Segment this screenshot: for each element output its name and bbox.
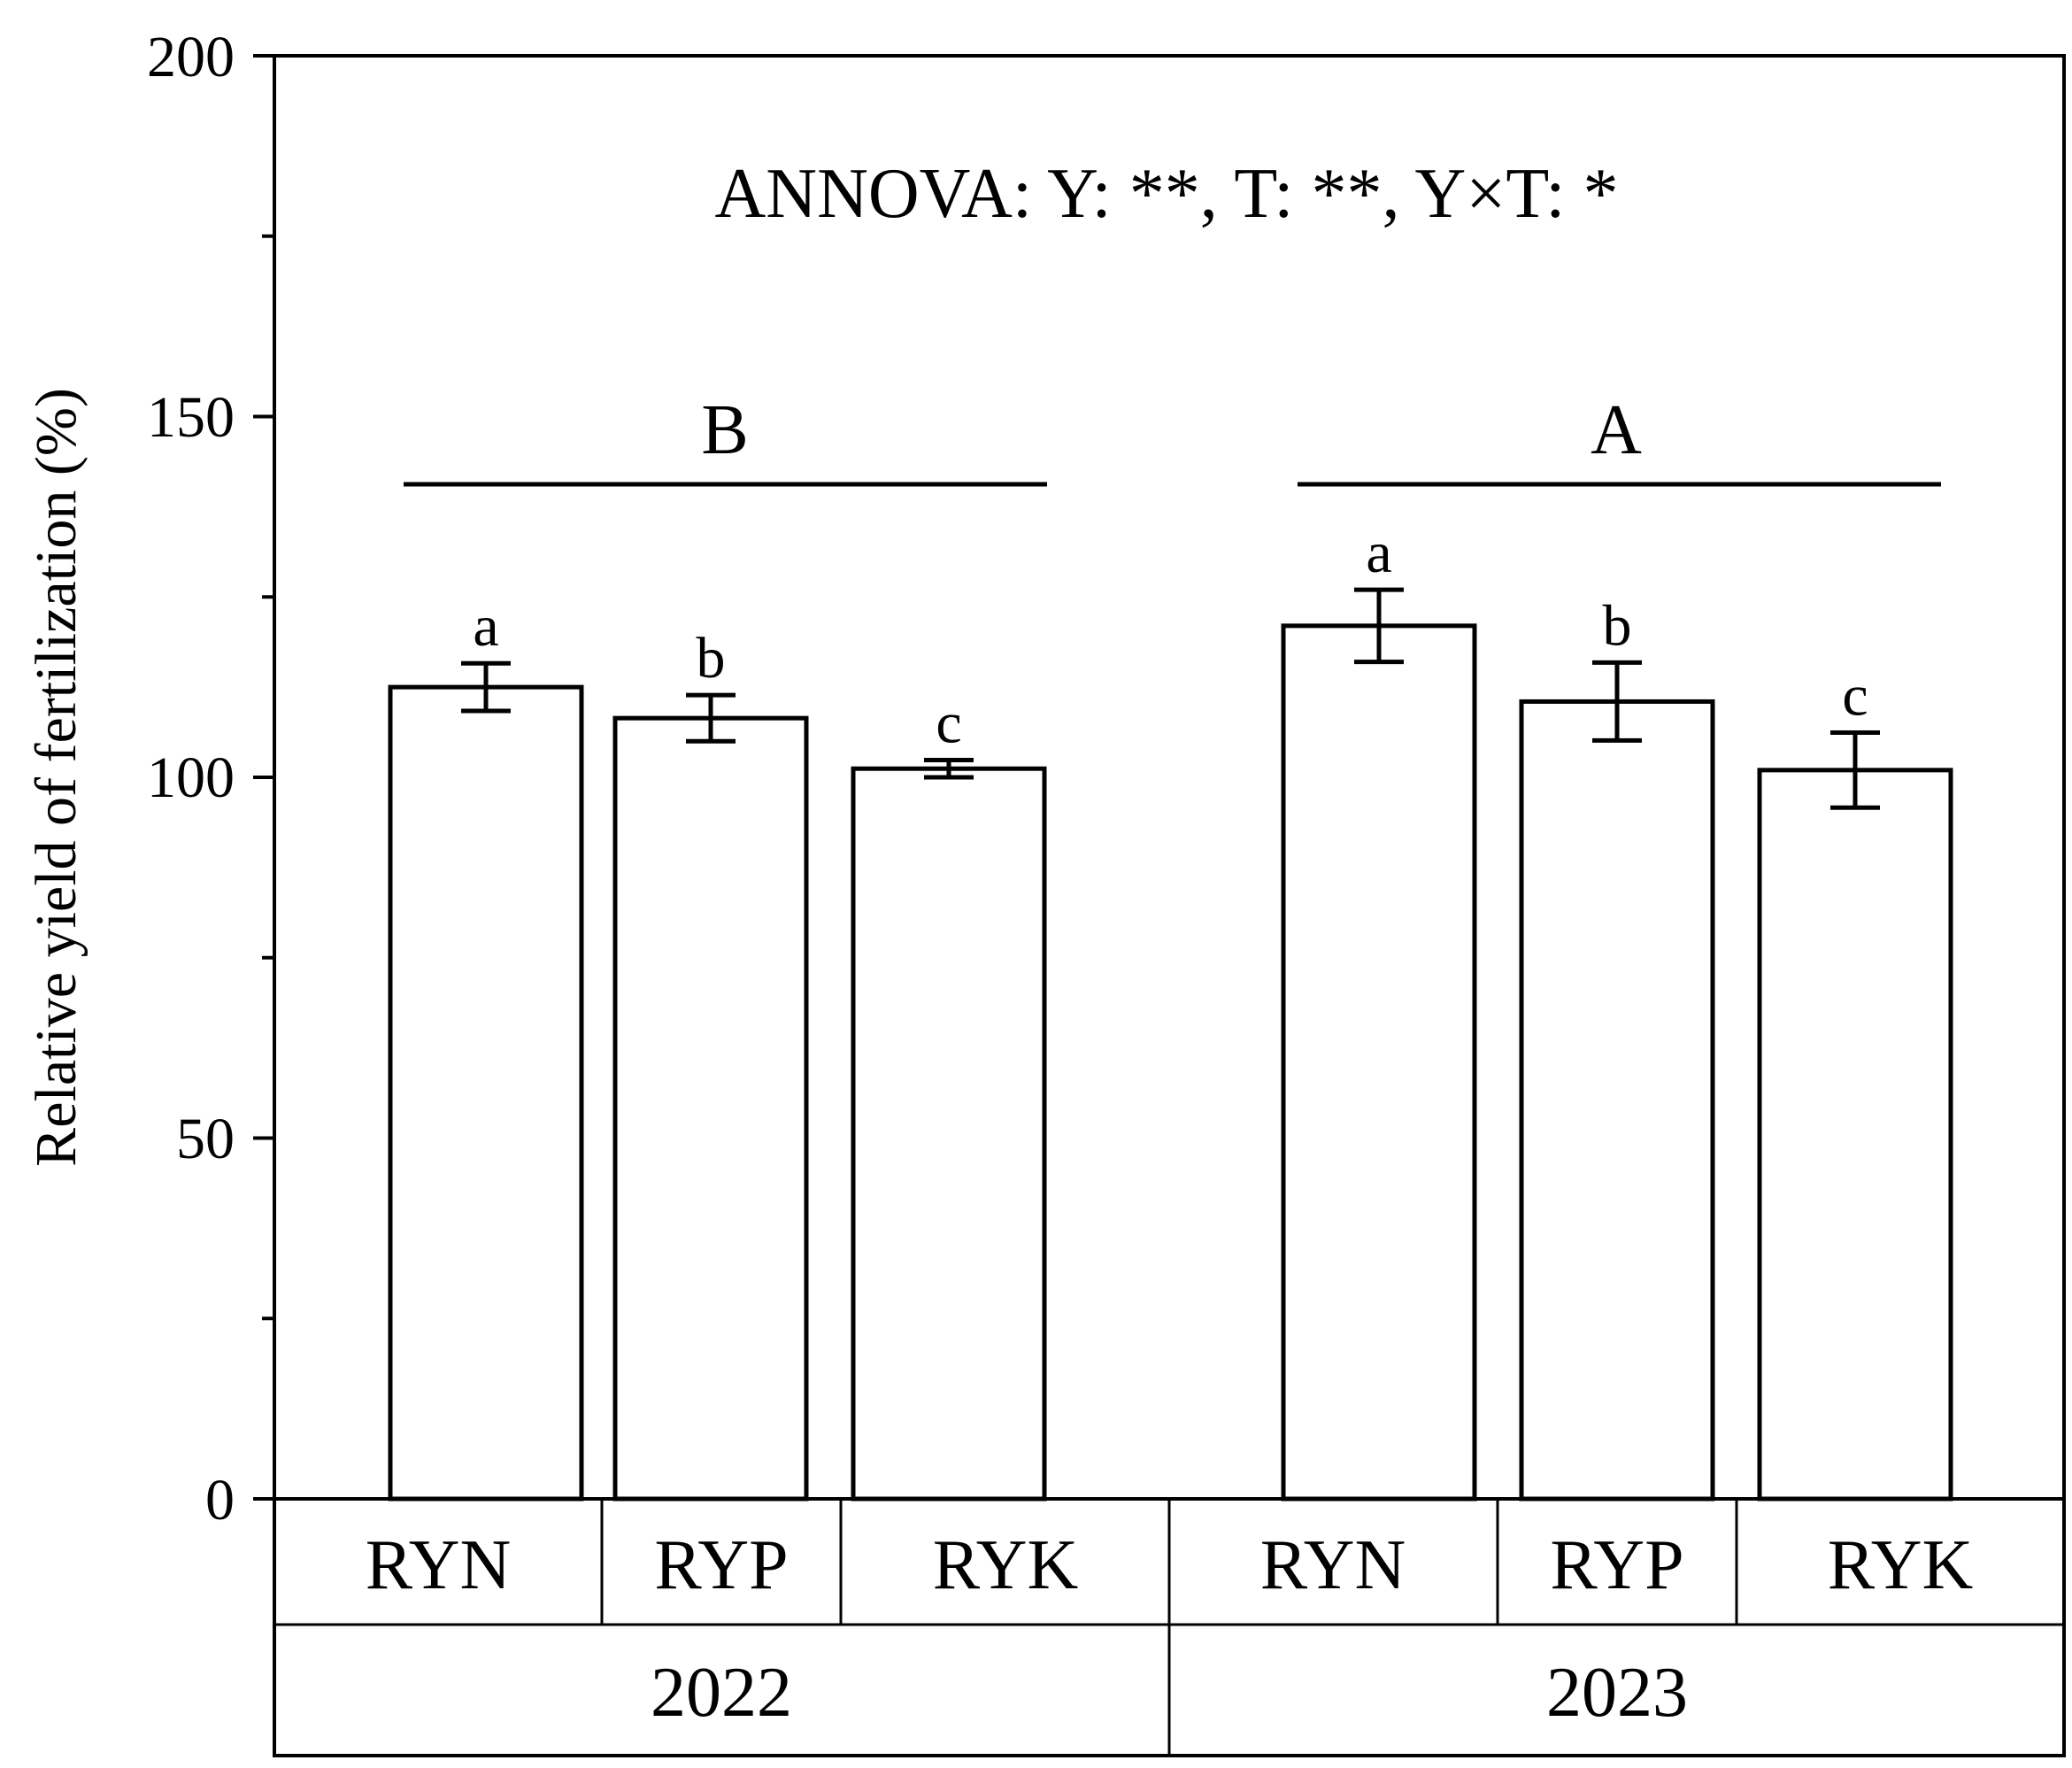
bar-2023-ryk	[1757, 768, 1953, 1502]
category-label-2022-ryn: RYN	[366, 1526, 512, 1604]
category-label-2023-ryn: RYN	[1260, 1526, 1406, 1604]
anova-annotation: ANNOVA: Y: **, T: **, Y×T: *	[715, 155, 1619, 233]
y-tick-label: 200	[147, 25, 235, 89]
category-label-2023-ryk: RYK	[1828, 1526, 1974, 1604]
category-label-2023-ryp: RYP	[1550, 1526, 1683, 1604]
significance-letter-2023-ryk: c	[1842, 663, 1868, 728]
group-letter-2023: A	[1591, 391, 1642, 469]
significance-letter-2023-ryp: b	[1603, 593, 1632, 658]
year-label-2023: 2023	[1546, 1654, 1688, 1732]
y-tick-label: 0	[205, 1468, 235, 1533]
bar-2022-ryk	[851, 766, 1047, 1502]
y-tick-label: 100	[147, 745, 235, 810]
bar-2022-ryp	[612, 715, 809, 1502]
bar-2023-ryn	[1281, 623, 1477, 1502]
group-letter-2022: B	[701, 391, 748, 469]
year-label-2022: 2022	[651, 1654, 792, 1732]
chart-marks: a b c a b c	[388, 521, 1953, 1502]
y-tick-label: 150	[147, 385, 235, 450]
bar-2022-ryn	[388, 684, 584, 1502]
significance-letter-2023-ryn: a	[1366, 521, 1391, 585]
significance-letter-2022-ryp: b	[697, 626, 726, 691]
significance-letter-2022-ryn: a	[473, 594, 498, 659]
category-label-2022-ryk: RYK	[933, 1526, 1079, 1604]
category-label-2022-ryp: RYP	[654, 1526, 788, 1604]
y-tick-label: 50	[176, 1107, 235, 1171]
significance-letter-2022-ryk: c	[936, 691, 961, 755]
y-axis-title: Relative yield of fertilization (%)	[24, 388, 89, 1167]
bar-2023-ryp	[1519, 699, 1715, 1502]
